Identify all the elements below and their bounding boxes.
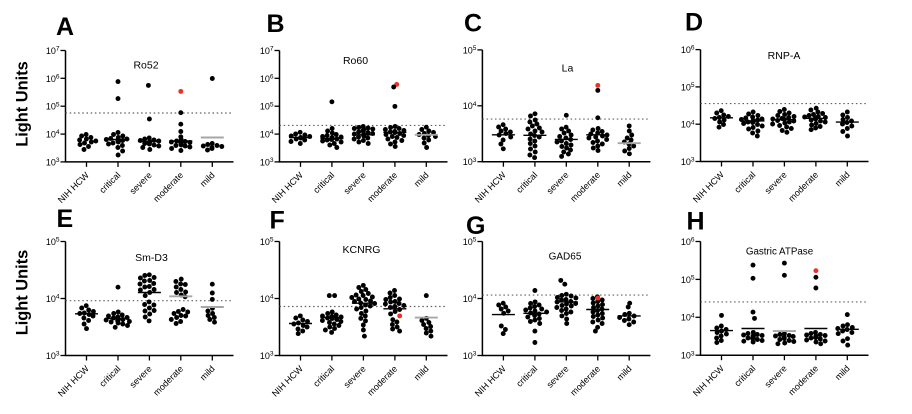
svg-text:103: 103 — [46, 351, 60, 361]
svg-text:103: 103 — [463, 351, 477, 361]
svg-text:A: A — [56, 13, 74, 41]
svg-text:104: 104 — [681, 119, 695, 129]
svg-text:103: 103 — [681, 350, 695, 360]
svg-text:104: 104 — [681, 312, 695, 322]
svg-text:103: 103 — [46, 157, 60, 167]
svg-text:D: D — [685, 9, 703, 37]
svg-text:105: 105 — [46, 101, 60, 111]
svg-text:104: 104 — [46, 129, 60, 139]
svg-text:Gastric ATPase: Gastric ATPase — [746, 247, 814, 258]
svg-text:103: 103 — [463, 157, 477, 167]
svg-text:Ro60: Ro60 — [343, 55, 368, 67]
svg-text:KCNRG: KCNRG — [343, 244, 381, 256]
svg-text:106: 106 — [46, 74, 60, 84]
svg-text:Light Units: Light Units — [14, 250, 32, 336]
svg-text:C: C — [464, 10, 482, 38]
svg-text:104: 104 — [46, 294, 60, 304]
svg-text:104: 104 — [260, 129, 274, 139]
svg-text:105: 105 — [46, 237, 60, 247]
svg-text:F: F — [270, 207, 285, 235]
svg-text:Light Units: Light Units — [14, 61, 32, 147]
svg-text:Ro52: Ro52 — [133, 60, 158, 72]
svg-text:La: La — [562, 63, 574, 75]
svg-text:105: 105 — [681, 82, 695, 92]
svg-text:105: 105 — [260, 101, 274, 111]
svg-text:103: 103 — [260, 351, 274, 361]
svg-text:105: 105 — [681, 275, 695, 285]
svg-text:E: E — [57, 205, 74, 233]
svg-text:107: 107 — [260, 46, 274, 56]
svg-text:104: 104 — [260, 294, 274, 304]
svg-text:106: 106 — [681, 45, 695, 55]
svg-text:106: 106 — [681, 237, 695, 247]
svg-text:105: 105 — [463, 45, 477, 55]
svg-text:103: 103 — [260, 157, 274, 167]
svg-text:105: 105 — [260, 237, 274, 247]
svg-text:103: 103 — [681, 157, 695, 167]
svg-text:106: 106 — [260, 74, 274, 84]
svg-text:RNP-A: RNP-A — [768, 50, 801, 62]
svg-text:104: 104 — [463, 101, 477, 111]
svg-text:104: 104 — [463, 294, 477, 304]
svg-text:105: 105 — [463, 237, 477, 247]
svg-text:Sm-D3: Sm-D3 — [135, 252, 168, 264]
svg-text:B: B — [267, 10, 285, 38]
svg-text:GAD65: GAD65 — [549, 252, 582, 263]
svg-text:H: H — [687, 208, 705, 236]
svg-text:107: 107 — [46, 46, 60, 56]
svg-text:G: G — [466, 212, 485, 240]
